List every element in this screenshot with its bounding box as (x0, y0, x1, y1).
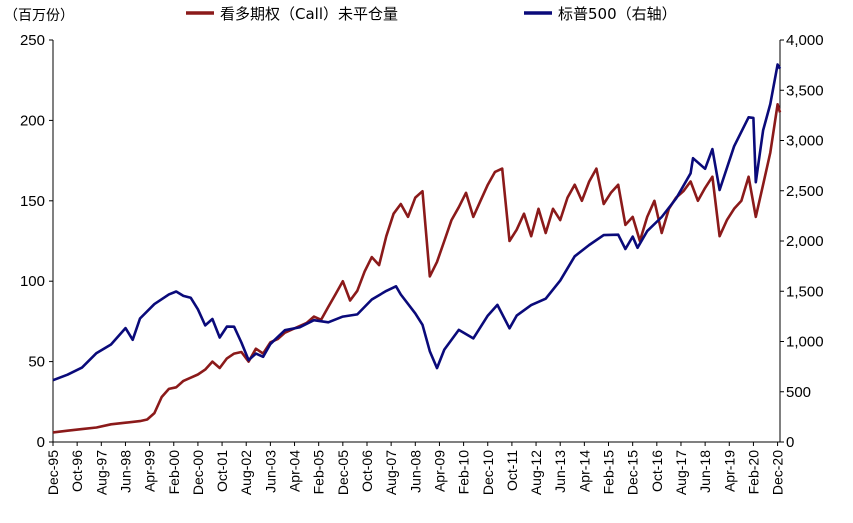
x-tick-label: Oct-16 (649, 450, 665, 492)
right-tick-label: 3,000 (786, 133, 824, 150)
right-tick-label: 0 (786, 434, 794, 451)
x-tick-label: Feb-00 (166, 450, 182, 495)
x-tick-label: Oct-06 (359, 450, 375, 492)
series-lines (52, 63, 782, 434)
right-tick-label: 500 (786, 384, 811, 401)
x-tick-label: Jun-03 (262, 450, 278, 493)
x-tick-label: Apr-09 (431, 450, 447, 492)
right-axis-ticks: 0 500 1,000 1,500 2,000 2,500 3,000 3,500 4,000 (780, 32, 824, 451)
x-tick-label: Apr-99 (142, 450, 158, 492)
legend: 看多期权（Call）未平仓量 标普500（右轴） (186, 5, 677, 23)
left-tick-label: 50 (28, 354, 45, 371)
series-line-call (52, 103, 782, 434)
x-tick-label: Aug-97 (93, 450, 109, 495)
x-tick-label: Feb-05 (311, 450, 327, 495)
x-tick-label: Feb-15 (601, 450, 617, 495)
x-tick-label: Apr-04 (287, 450, 303, 492)
x-axis-ticks: Dec-95 Oct-96 Aug-97 Jun-98 Apr-99 Feb-00 Dec-… (45, 442, 786, 495)
x-tick-label: Apr-14 (576, 450, 592, 492)
left-axis-unit-label: （百万份） (4, 8, 74, 24)
x-tick-label: Aug-17 (673, 450, 689, 495)
x-tick-label: Oct-96 (69, 450, 85, 492)
series-line-sp500 (52, 63, 782, 382)
right-tick-label: 3,500 (786, 82, 824, 99)
axes (52, 40, 781, 443)
x-tick-label: Jun-08 (407, 450, 423, 493)
x-tick-label: Dec-05 (335, 450, 351, 495)
x-tick-label: Feb-20 (745, 450, 761, 495)
x-tick-label: Dec-95 (45, 450, 61, 495)
left-tick-label: 200 (20, 112, 45, 129)
x-tick-label: Feb-10 (456, 450, 472, 495)
legend-label-call: 看多期权（Call）未平仓量 (220, 5, 398, 23)
x-tick-label: Dec-15 (625, 450, 641, 495)
x-tick-label: Oct-01 (214, 450, 230, 492)
x-tick-label: Aug-12 (528, 450, 544, 495)
left-tick-label: 150 (20, 193, 45, 210)
x-tick-label: Aug-07 (383, 450, 399, 495)
x-tick-label: Dec-20 (770, 450, 786, 495)
x-tick-label: Jun-13 (552, 450, 568, 493)
right-tick-label: 2,000 (786, 233, 824, 250)
x-tick-label: Jun-98 (117, 450, 133, 493)
right-tick-label: 2,500 (786, 183, 824, 200)
left-axis-ticks: 0 50 100 150 200 250 (20, 32, 53, 451)
x-tick-label: Oct-11 (504, 450, 520, 491)
legend-label-sp500: 标普500（右轴） (558, 5, 677, 23)
x-tick-label: Dec-00 (190, 450, 206, 495)
right-tick-label: 4,000 (786, 32, 824, 49)
right-tick-label: 1,000 (786, 334, 824, 351)
x-tick-label: Apr-19 (721, 450, 737, 492)
right-tick-label: 1,500 (786, 283, 824, 300)
left-tick-label: 0 (37, 434, 45, 451)
left-tick-label: 100 (20, 273, 45, 290)
left-tick-label: 250 (20, 32, 45, 49)
x-tick-label: Dec-10 (480, 450, 496, 495)
x-tick-label: Jun-18 (697, 450, 713, 493)
x-tick-label: Aug-02 (238, 450, 254, 495)
